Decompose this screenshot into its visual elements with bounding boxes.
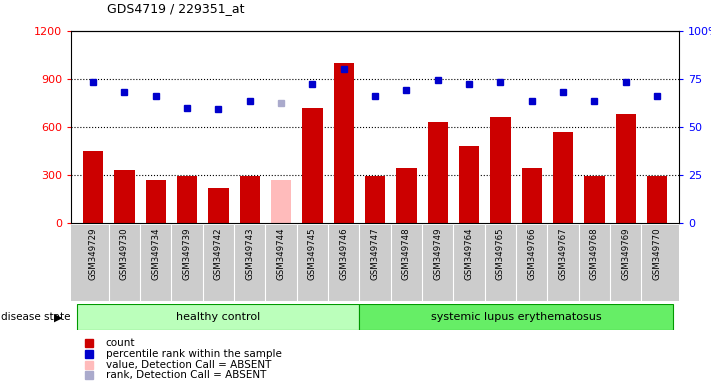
Bar [77,304,359,330]
Text: healthy control: healthy control [176,312,260,322]
Text: GSM349766: GSM349766 [528,228,536,280]
Bar [114,170,134,223]
Bar [83,151,103,223]
Bar [333,63,354,223]
Bar [427,122,448,223]
Text: GSM349730: GSM349730 [120,228,129,280]
Bar [177,176,197,223]
Text: percentile rank within the sample: percentile rank within the sample [105,349,282,359]
Bar [271,180,292,223]
Bar [365,176,385,223]
Text: GSM349742: GSM349742 [214,228,223,280]
Text: GSM349764: GSM349764 [464,228,474,280]
Bar [459,146,479,223]
Text: GSM349749: GSM349749 [433,228,442,280]
Bar [396,168,417,223]
Bar [490,117,510,223]
Bar [240,175,260,223]
Bar [616,114,636,223]
Text: disease state: disease state [1,312,70,322]
Bar [208,188,228,223]
Bar [359,304,673,330]
Text: count: count [105,338,135,348]
Text: rank, Detection Call = ABSENT: rank, Detection Call = ABSENT [105,371,266,381]
Text: systemic lupus erythematosus: systemic lupus erythematosus [431,312,602,322]
Text: GSM349769: GSM349769 [621,228,630,280]
Text: GSM349743: GSM349743 [245,228,255,280]
Bar [553,131,573,223]
Text: GSM349748: GSM349748 [402,228,411,280]
Text: GDS4719 / 229351_at: GDS4719 / 229351_at [107,2,244,15]
Bar [522,168,542,223]
Text: GSM349744: GSM349744 [277,228,286,280]
Text: GSM349739: GSM349739 [183,228,191,280]
Bar [647,175,667,223]
Text: GSM349747: GSM349747 [370,228,380,280]
Text: GSM349768: GSM349768 [590,228,599,280]
Text: ▶: ▶ [54,312,63,322]
Text: GSM349734: GSM349734 [151,228,160,280]
Text: GSM349770: GSM349770 [653,228,661,280]
Text: value, Detection Call = ABSENT: value, Detection Call = ABSENT [105,360,271,370]
Text: GSM349746: GSM349746 [339,228,348,280]
Bar [146,180,166,223]
Bar [584,176,604,223]
Text: GSM349765: GSM349765 [496,228,505,280]
Text: GSM349767: GSM349767 [559,228,567,280]
Bar [302,108,323,223]
Text: GSM349729: GSM349729 [89,228,97,280]
Text: GSM349745: GSM349745 [308,228,317,280]
